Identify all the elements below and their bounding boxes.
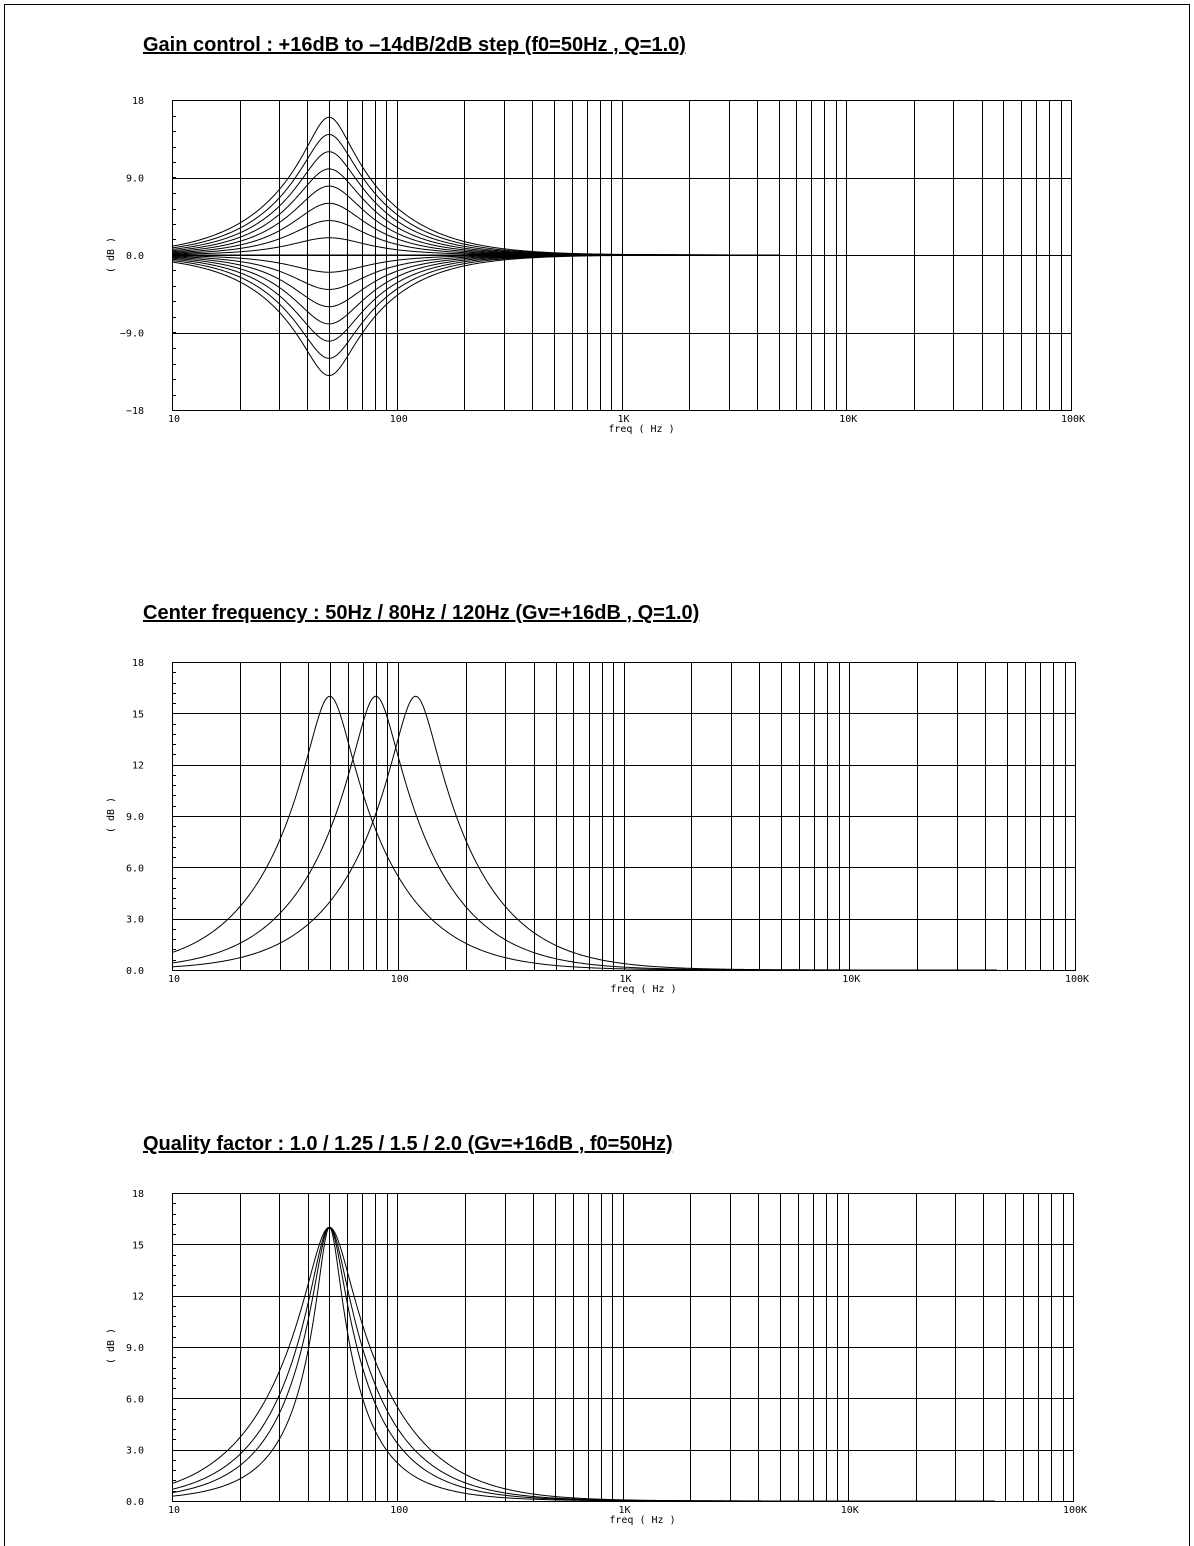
x-axis-label: freq ( Hz ) [610, 984, 676, 995]
series-group [171, 1226, 995, 1502]
y-axis-label: ( dB ) [106, 1328, 117, 1364]
series-line-1 [171, 1226, 995, 1502]
series-line-3 [171, 168, 779, 256]
series-group [171, 116, 779, 377]
series-line-13 [171, 254, 779, 342]
chart-title-gain-control: Gain control : +16dB to –14dB/2dB step (… [143, 34, 686, 56]
y-axis-label: ( dB ) [106, 237, 117, 273]
x-tick-label: 10K [842, 974, 860, 985]
y-tick-label: −18 [126, 406, 144, 417]
x-tick-label: 10K [839, 414, 857, 425]
x-tick-label: 100K [1063, 1505, 1087, 1516]
series-group [171, 695, 997, 971]
series-line-0 [171, 1226, 995, 1502]
y-tick-label: 12 [132, 1292, 144, 1303]
x-tick-label: 100 [390, 414, 408, 425]
y-tick-label: 3.0 [126, 1446, 144, 1457]
y-minor-ticks [172, 100, 176, 411]
series-line-4 [171, 185, 779, 256]
series-line-2 [171, 695, 997, 971]
gain-control-chart: −18 −9.0 0.0 9.0 18 10 100 1K 10K 100K freq ( Hz )… [106, 96, 1085, 435]
page-frame [4, 4, 1190, 1546]
y-tick-label: 3.0 [126, 915, 144, 926]
y-tick-label: 0.0 [126, 251, 144, 262]
series-line-2 [171, 1226, 995, 1502]
series-line-1 [171, 695, 997, 971]
x-tick-label: 100K [1061, 414, 1085, 425]
chart-title-quality-factor: Quality factor : 1.0 / 1.25 / 1.5 / 2.0 … [143, 1133, 673, 1155]
quality-factor-chart: 0.0 3.0 6.0 9.0 12 15 18 10 100 1K 10K 100K freq ( H… [106, 1189, 1087, 1526]
x-tick-label: 10 [168, 1505, 180, 1516]
x-tick-label: 100 [391, 974, 409, 985]
y-tick-label: 18 [132, 96, 144, 107]
x-tick-label: 1K [617, 414, 629, 425]
series-line-0 [171, 695, 997, 971]
x-axis-label: freq ( Hz ) [608, 424, 674, 435]
x-tick-label: 10K [841, 1505, 859, 1516]
y-tick-label: 0.0 [126, 1497, 144, 1508]
x-tick-label: 10 [168, 974, 180, 985]
y-minor-ticks [172, 662, 176, 971]
y-tick-label: 12 [132, 761, 144, 772]
series-line-5 [171, 202, 779, 256]
y-axis-label: ( dB ) [106, 797, 117, 833]
series-line-0 [171, 116, 779, 256]
y-tick-label: 6.0 [126, 863, 144, 874]
y-tick-label: 15 [132, 709, 144, 720]
x-tick-label: 1K [619, 974, 631, 985]
x-axis-label: freq ( Hz ) [609, 1515, 675, 1526]
y-tick-label: 0.0 [126, 966, 144, 977]
y-tick-label: 9.0 [126, 1343, 144, 1354]
series-line-11 [171, 254, 779, 308]
series-line-12 [171, 254, 779, 325]
x-tick-label: 1K [618, 1505, 630, 1516]
series-line-2 [171, 151, 779, 256]
x-tick-label: 100 [390, 1505, 408, 1516]
y-tick-label: 15 [132, 1240, 144, 1251]
series-line-1 [171, 133, 779, 256]
series-line-15 [171, 254, 779, 377]
y-tick-label: 18 [132, 1189, 144, 1200]
series-line-3 [171, 1226, 995, 1502]
center-frequency-chart: 0.0 3.0 6.0 9.0 12 15 18 10 100 1K 10K 100K freq ( H… [106, 658, 1089, 995]
y-tick-label: 18 [132, 658, 144, 669]
x-tick-label: 10 [168, 414, 180, 425]
grid [172, 1193, 1073, 1502]
series-line-14 [171, 254, 779, 359]
chart-title-center-frequency: Center frequency : 50Hz / 80Hz / 120Hz (… [143, 602, 700, 624]
y-tick-label: 9.0 [126, 174, 144, 185]
y-minor-ticks [172, 1193, 176, 1502]
y-tick-label: 6.0 [126, 1394, 144, 1405]
y-tick-label: −9.0 [120, 329, 144, 340]
x-tick-label: 100K [1065, 974, 1089, 985]
y-tick-label: 9.0 [126, 812, 144, 823]
